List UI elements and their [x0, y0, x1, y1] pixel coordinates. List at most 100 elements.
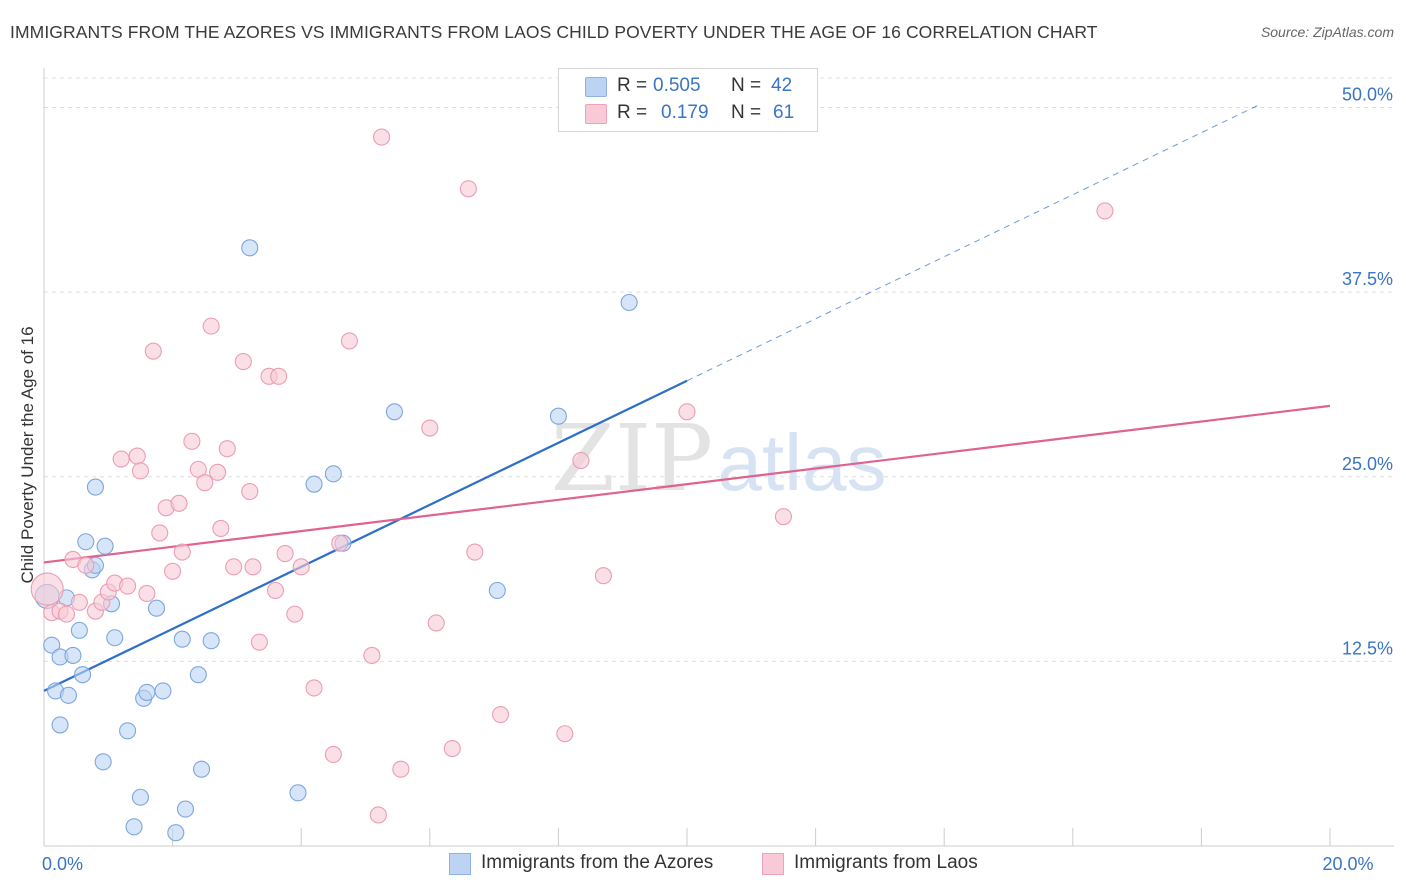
azores-point-22 — [138, 683, 156, 701]
azores-point-19 — [125, 818, 143, 836]
laos-point-31 — [241, 482, 259, 501]
laos-point-6 — [77, 556, 95, 574]
laos-point-24 — [196, 474, 214, 492]
y-tick-label-3: 50.0% — [1342, 85, 1393, 105]
laos-point-52 — [466, 543, 484, 561]
laos-point-14 — [131, 462, 149, 480]
laos-point-47 — [392, 760, 410, 778]
azores-point-6 — [59, 686, 77, 704]
laos-point-45 — [369, 806, 387, 824]
laos-point-37 — [276, 545, 294, 563]
azores-point-33 — [305, 475, 323, 493]
azores-point-32 — [289, 784, 307, 802]
azores-point-37 — [488, 581, 506, 600]
axes — [43, 68, 1394, 847]
tick-labels: 12.5% 25.0% 37.5% 50.0% 0.0% 20.0% — [42, 85, 1393, 874]
chart-title: IMMIGRANTS FROM THE AZORES VS IMMIGRANTS… — [10, 22, 1098, 42]
laos-point-29 — [225, 558, 243, 576]
azores-point-1 — [43, 636, 61, 654]
x-tick-label-1: 20.0% — [1322, 854, 1373, 874]
azores-point-20 — [131, 788, 149, 806]
azores-r-label: R = — [617, 75, 648, 96]
laos-point-57 — [678, 403, 696, 421]
x-tick-label-0: 0.0% — [42, 854, 83, 874]
laos-swatch — [585, 104, 607, 124]
laos-point-25 — [202, 317, 220, 335]
laos-point-41 — [324, 745, 342, 763]
legend-laos-swatch — [762, 853, 784, 875]
laos-point-26 — [209, 463, 227, 481]
laos-point-50 — [443, 739, 461, 758]
laos-point-12 — [119, 577, 137, 595]
source-label: Source: ZipAtlas.com — [1260, 24, 1394, 40]
azores-trend-line — [43, 379, 688, 692]
laos-point-54 — [556, 725, 574, 743]
laos-point-43 — [340, 332, 358, 350]
azores-point-39 — [620, 293, 638, 312]
azores-point-18 — [119, 722, 137, 740]
azores-point-23 — [147, 599, 166, 617]
azores-point-4 — [51, 716, 69, 734]
azores-r-value: 0.505 — [653, 75, 701, 96]
laos-point-15 — [138, 584, 156, 602]
data-points — [30, 128, 1114, 842]
laos-point-28 — [218, 440, 236, 458]
laos-point-5 — [70, 593, 88, 611]
azores-point-34 — [324, 465, 342, 483]
y-axis-label: Child Poverty Under the Age of 16 — [18, 326, 37, 584]
laos-point-20 — [170, 494, 188, 512]
laos-point-39 — [292, 558, 310, 576]
laos-point-46 — [373, 128, 391, 146]
azores-point-36 — [385, 403, 403, 421]
stats-row-azores: R = 0.505 N = 42 — [559, 73, 817, 99]
azores-point-13 — [86, 478, 104, 496]
y-tick-label-0: 12.5% — [1342, 638, 1393, 658]
stats-legend: R = 0.505 N = 42 R = 0.179 N = 61 — [558, 68, 818, 132]
laos-point-38 — [286, 605, 304, 623]
laos-point-13 — [128, 447, 146, 465]
laos-r-value: 0.179 — [661, 102, 709, 123]
azores-point-10 — [77, 533, 95, 551]
laos-point-16 — [144, 342, 162, 360]
laos-point-55 — [572, 451, 590, 470]
azores-point-9 — [74, 666, 92, 684]
laos-n-value: 61 — [773, 102, 795, 123]
laos-point-40 — [305, 679, 323, 697]
azores-point-29 — [192, 760, 211, 778]
azores-point-25 — [167, 824, 185, 842]
stats-row-laos: R = 0.179 N = 61 — [559, 100, 817, 126]
azores-point-31 — [241, 239, 259, 257]
laos-point-19 — [164, 562, 182, 580]
azores-point-14 — [94, 753, 112, 771]
laos-point-36 — [270, 367, 288, 385]
laos-point-44 — [363, 646, 381, 665]
laos-point-30 — [234, 353, 252, 371]
laos-point-42 — [331, 534, 349, 552]
azores-point-15 — [96, 537, 114, 555]
laos-point-32 — [244, 558, 262, 576]
azores-point-26 — [173, 630, 191, 648]
laos-point-49 — [427, 614, 445, 632]
legend-azores-label: Immigrants from the Azores — [481, 852, 714, 873]
azores-swatch — [585, 77, 607, 97]
laos-point-27 — [212, 519, 230, 538]
laos-point-58 — [774, 508, 793, 526]
legend-laos-label: Immigrants from Laos — [794, 852, 978, 873]
laos-point-21 — [173, 543, 191, 561]
azores-n-label: N = — [731, 75, 762, 96]
azores-point-17 — [106, 629, 124, 647]
laos-point-51 — [459, 180, 477, 198]
y-tick-label-1: 25.0% — [1342, 454, 1393, 474]
laos-point-56 — [594, 567, 612, 585]
trend-lines — [43, 104, 1331, 692]
legend-azores-swatch — [449, 853, 471, 875]
azores-trend-extension — [686, 104, 1260, 382]
azores-point-28 — [189, 666, 207, 684]
laos-point-3 — [57, 605, 76, 623]
laos-point-17 — [151, 524, 169, 542]
laos-trend-line — [43, 404, 1331, 564]
laos-point-33 — [250, 633, 268, 651]
laos-point-0 — [30, 572, 64, 606]
laos-point-22 — [183, 432, 201, 450]
